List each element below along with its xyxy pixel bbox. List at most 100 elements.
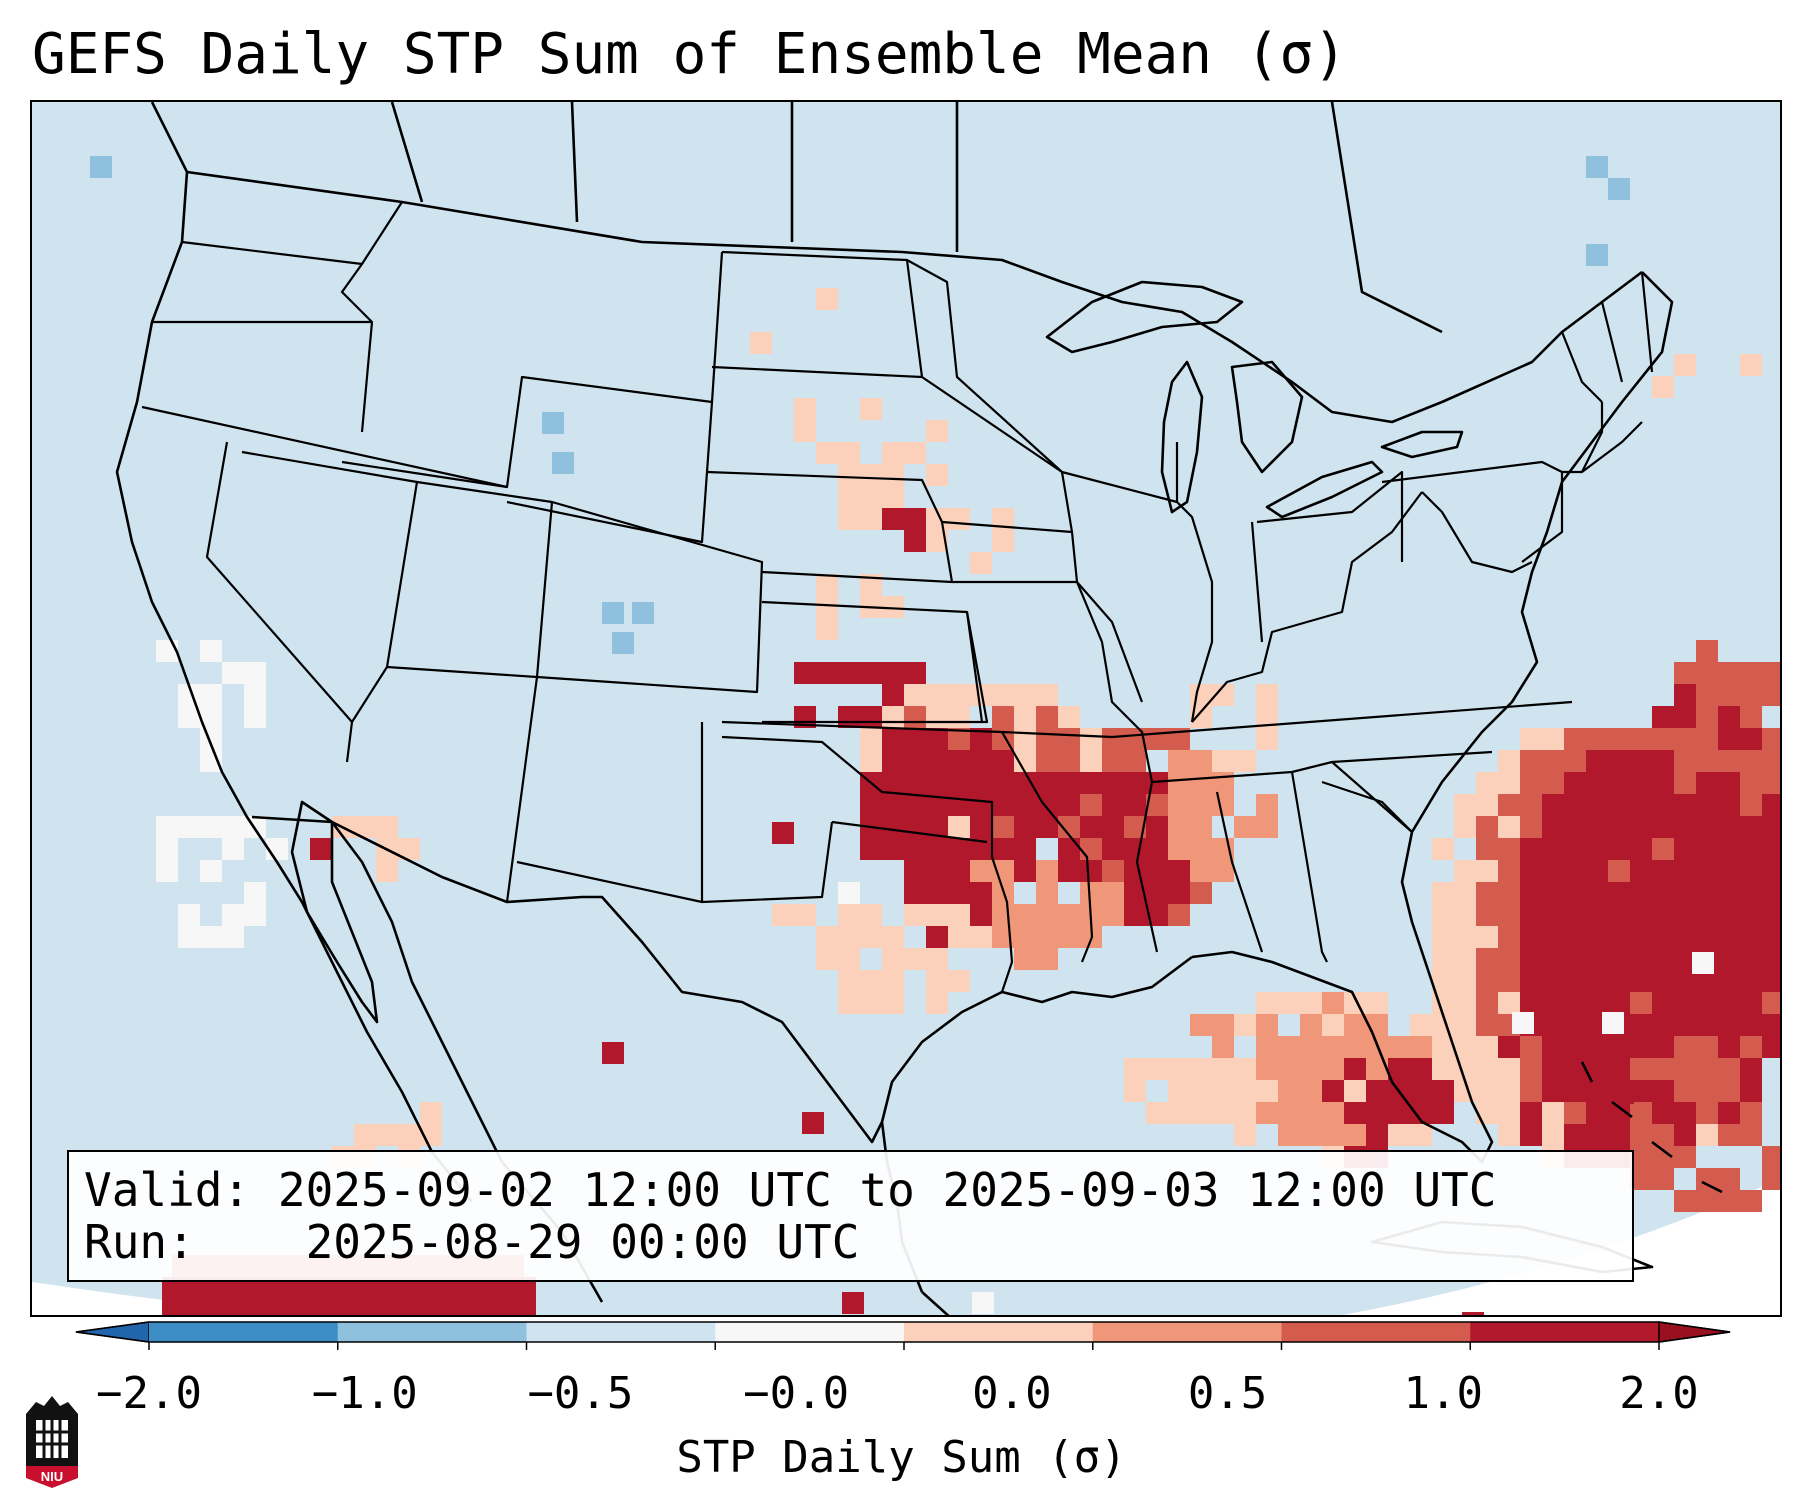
field-cell (1630, 860, 1652, 882)
field-cell (1080, 750, 1102, 772)
canada-province-lines (390, 102, 1443, 334)
field-cell (1300, 1058, 1322, 1080)
field-cell (1124, 860, 1146, 882)
baja-peninsula (290, 800, 379, 1024)
field-cell (1146, 816, 1168, 838)
field-cell (1696, 882, 1718, 904)
field-cell (1454, 904, 1476, 926)
field-cell (1256, 1102, 1278, 1124)
bahamas (1580, 1061, 1723, 1194)
field-cell (1652, 772, 1674, 794)
field-cell (1498, 926, 1520, 948)
field-cell (926, 904, 948, 926)
colorbar (75, 1321, 1731, 1350)
field-cell (1058, 838, 1080, 860)
lake-ontario (1380, 430, 1464, 459)
field-cell (470, 1299, 492, 1315)
field-cell (178, 904, 200, 926)
field-cell (970, 750, 992, 772)
field-cell (156, 816, 178, 838)
field-cell (1762, 838, 1780, 860)
field-cell (948, 508, 970, 530)
field-cell (1762, 926, 1780, 948)
field-cell (360, 1277, 382, 1299)
field-cell (926, 860, 948, 882)
field-cell (1168, 772, 1190, 794)
field-cell (1512, 1012, 1534, 1034)
field-cell (1080, 772, 1102, 794)
field-cell (1146, 794, 1168, 816)
field-cell (1564, 904, 1586, 926)
field-cell (816, 288, 838, 310)
field-cell (1058, 772, 1080, 794)
field-cell (1234, 1124, 1256, 1146)
field-cell (602, 1042, 624, 1064)
field-cell (1674, 904, 1696, 926)
field-cell (1102, 728, 1124, 750)
colorbar-extend-low (75, 1321, 150, 1343)
field-cell (1322, 1058, 1344, 1080)
field-cell (1256, 816, 1278, 838)
field-cell (1080, 838, 1102, 860)
field-cell (1498, 794, 1520, 816)
valid-info-box: Valid: 2025-09-02 12:00 UTC to 2025-09-0… (67, 1150, 1634, 1282)
field-cell (1674, 794, 1696, 816)
field-cell (1476, 1080, 1498, 1102)
field-cell (1520, 992, 1542, 1014)
field-cell (1674, 1146, 1696, 1168)
field-cell (1542, 1014, 1564, 1036)
field-cell (1608, 926, 1630, 948)
field-cell (1718, 662, 1740, 684)
field-cell (1234, 1102, 1256, 1124)
field-cell (926, 728, 948, 750)
field-cell (1542, 816, 1564, 838)
colorbar-bin (337, 1322, 527, 1342)
field-cell (1762, 772, 1780, 794)
field-cell (1740, 882, 1762, 904)
field-cell (156, 838, 178, 860)
field-cell (1740, 750, 1762, 772)
field-cell (1696, 684, 1718, 706)
field-cell (310, 838, 332, 860)
field-cell (1036, 816, 1058, 838)
field-cell (1300, 1102, 1322, 1124)
colorbar-tick-label: 0.5 (1187, 1368, 1268, 1419)
field-cell (1630, 926, 1652, 948)
field-cell (838, 464, 860, 486)
field-cell (1608, 838, 1630, 860)
field-cell (882, 706, 904, 728)
field-cell (1454, 882, 1476, 904)
colorbar-bin (715, 1322, 905, 1342)
field-cell (1630, 1168, 1652, 1190)
field-cell (816, 948, 838, 970)
field-cell (90, 156, 112, 178)
field-cell (1608, 904, 1630, 926)
field-cell (970, 728, 992, 750)
field-cell (1652, 1146, 1674, 1168)
field-cell (1652, 904, 1674, 926)
field-cell (1344, 1036, 1366, 1058)
field-cell (200, 684, 222, 706)
field-cell (1652, 1102, 1674, 1124)
field-cell (1124, 728, 1146, 750)
field-cell (926, 838, 948, 860)
field-cell (860, 662, 882, 684)
field-cell (1388, 1124, 1410, 1146)
field-cell (882, 464, 904, 486)
field-cell (970, 552, 992, 574)
field-cell (1256, 1058, 1278, 1080)
field-cell (1432, 948, 1454, 970)
field-cell (1190, 1014, 1212, 1036)
field-cell (1146, 882, 1168, 904)
field-cell (860, 486, 882, 508)
field-cell (1740, 1102, 1762, 1124)
field-cell (1674, 1014, 1696, 1036)
field-cell (838, 970, 860, 992)
field-cell (1608, 1058, 1630, 1080)
field-cell (1608, 992, 1630, 1014)
field-cell (904, 684, 926, 706)
field-cell (1740, 816, 1762, 838)
field-cell (992, 750, 1014, 772)
colorbar-tick-label: −1.0 (311, 1368, 418, 1419)
field-cell (354, 816, 376, 838)
